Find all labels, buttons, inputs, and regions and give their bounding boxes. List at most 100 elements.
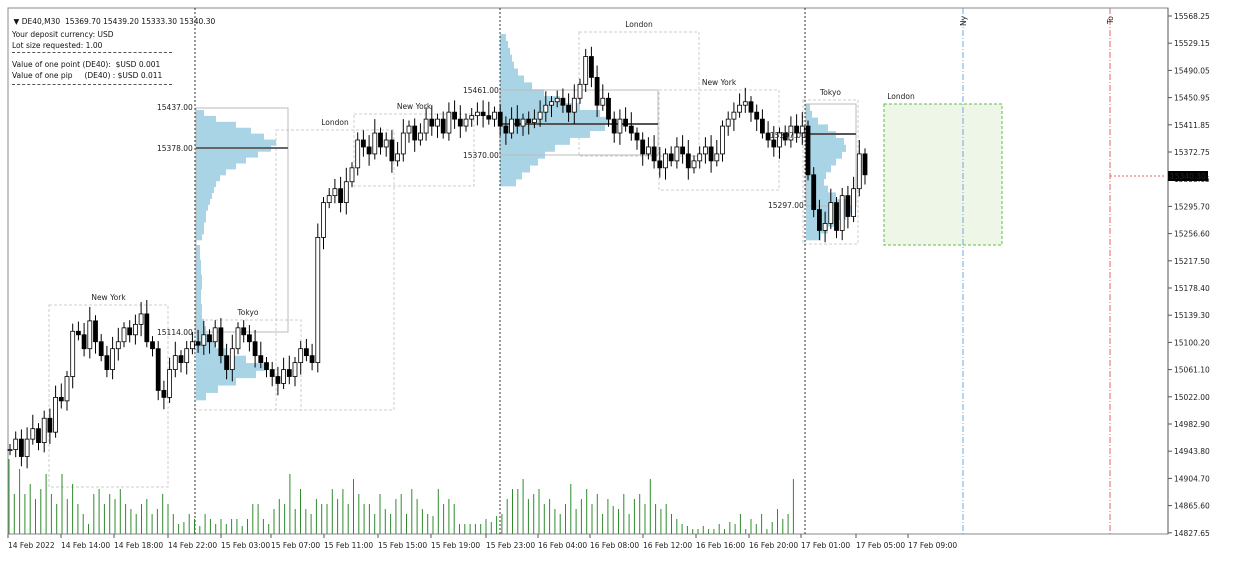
bullish-candle[interactable] <box>435 118 440 127</box>
bearish-candle[interactable] <box>252 341 258 357</box>
bullish-candle[interactable] <box>189 341 195 350</box>
bullish-candle[interactable] <box>349 167 355 183</box>
bearish-candle[interactable] <box>195 341 201 346</box>
bearish-candle[interactable] <box>480 111 486 117</box>
bearish-candle[interactable] <box>503 125 509 134</box>
bullish-candle[interactable] <box>167 369 173 398</box>
bullish-candle[interactable] <box>406 125 412 134</box>
bullish-candle[interactable] <box>30 428 36 440</box>
bullish-candle[interactable] <box>856 153 862 190</box>
bullish-candle[interactable] <box>343 181 349 204</box>
bearish-candle[interactable] <box>338 188 344 204</box>
bullish-candle[interactable] <box>492 111 497 120</box>
bullish-candle[interactable] <box>703 146 708 155</box>
bullish-candle[interactable] <box>383 139 389 148</box>
bearish-candle[interactable] <box>81 334 87 350</box>
bearish-candle[interactable] <box>651 146 657 162</box>
bearish-candle[interactable] <box>224 355 230 370</box>
bullish-candle[interactable] <box>571 97 577 113</box>
bearish-candle[interactable] <box>366 146 372 155</box>
bearish-candle[interactable] <box>161 390 167 398</box>
bearish-candle[interactable] <box>93 320 98 343</box>
bullish-candle[interactable] <box>720 125 725 155</box>
bearish-candle[interactable] <box>805 125 811 176</box>
bullish-candle[interactable] <box>292 362 298 377</box>
bullish-candle[interactable] <box>731 111 737 120</box>
bearish-candle[interactable] <box>58 396 64 402</box>
bearish-candle[interactable] <box>657 160 663 169</box>
bullish-candle[interactable] <box>469 115 475 120</box>
bearish-candle[interactable] <box>36 428 41 444</box>
bullish-candle[interactable] <box>446 111 452 134</box>
bearish-candle[interactable] <box>628 125 634 134</box>
bearish-candle[interactable] <box>606 97 611 120</box>
bearish-candle[interactable] <box>668 153 674 162</box>
bearish-candle[interactable] <box>526 118 532 124</box>
bullish-candle[interactable] <box>326 195 332 204</box>
bullish-candle[interactable] <box>549 101 554 106</box>
bullish-candle[interactable] <box>7 449 13 451</box>
bearish-candle[interactable] <box>514 118 520 127</box>
bullish-candle[interactable] <box>184 348 190 364</box>
bullish-candle[interactable] <box>463 118 469 127</box>
bullish-candle[interactable] <box>828 202 834 224</box>
bullish-candle[interactable] <box>281 369 287 384</box>
bullish-candle[interactable] <box>423 118 429 134</box>
bearish-candle[interactable] <box>47 417 53 433</box>
bearish-candle[interactable] <box>241 327 247 336</box>
bullish-candle[interactable] <box>474 111 480 117</box>
bullish-candle[interactable] <box>520 118 526 127</box>
bearish-candle[interactable] <box>178 355 184 364</box>
bearish-candle[interactable] <box>303 348 309 357</box>
bearish-candle[interactable] <box>771 139 777 148</box>
bullish-candle[interactable] <box>674 146 680 162</box>
bearish-candle[interactable] <box>269 369 275 377</box>
bearish-candle[interactable] <box>817 209 822 231</box>
dropdown-triangle-icon[interactable]: ▼ <box>13 17 22 26</box>
bullish-candle[interactable] <box>229 348 235 370</box>
bearish-candle[interactable] <box>207 334 212 343</box>
bullish-candle[interactable] <box>395 153 401 162</box>
bearish-candle[interactable] <box>218 327 224 357</box>
bearish-candle[interactable] <box>834 202 839 231</box>
bullish-candle[interactable] <box>24 438 30 457</box>
bullish-candle[interactable] <box>777 132 782 148</box>
bullish-candle[interactable] <box>691 160 697 169</box>
bearish-candle[interactable] <box>566 104 571 113</box>
bearish-candle[interactable] <box>378 132 383 148</box>
bullish-candle[interactable] <box>235 327 241 350</box>
bullish-candle[interactable] <box>321 202 326 238</box>
bearish-candle[interactable] <box>429 118 435 127</box>
bearish-candle[interactable] <box>486 115 492 120</box>
bullish-candle[interactable] <box>201 334 207 346</box>
bullish-candle[interactable] <box>543 104 549 113</box>
bearish-candle[interactable] <box>104 355 110 370</box>
bullish-candle[interactable] <box>87 320 93 350</box>
bullish-candle[interactable] <box>138 313 144 325</box>
bearish-candle[interactable] <box>275 376 281 384</box>
bullish-candle[interactable] <box>788 125 794 141</box>
bullish-candle[interactable] <box>315 236 321 364</box>
bearish-candle[interactable] <box>765 132 771 141</box>
bullish-candle[interactable] <box>41 417 47 444</box>
bullish-candle[interactable] <box>400 132 406 155</box>
bullish-candle[interactable] <box>355 139 361 169</box>
bearish-candle[interactable] <box>412 125 418 141</box>
bullish-candle[interactable] <box>617 118 623 134</box>
bearish-candle[interactable] <box>685 153 691 169</box>
bullish-candle[interactable] <box>583 56 589 85</box>
bullish-candle[interactable] <box>509 118 515 134</box>
bearish-candle[interactable] <box>246 334 252 343</box>
bullish-candle[interactable] <box>13 438 19 450</box>
bullish-candle[interactable] <box>332 188 338 197</box>
bearish-candle[interactable] <box>708 146 714 162</box>
bullish-candle[interactable] <box>554 97 560 103</box>
bullish-candle[interactable] <box>372 132 378 155</box>
bullish-candle[interactable] <box>212 327 218 343</box>
bearish-candle[interactable] <box>452 111 458 120</box>
bearish-candle[interactable] <box>611 118 617 134</box>
bearish-candle[interactable] <box>264 362 269 370</box>
bearish-candle[interactable] <box>634 132 640 141</box>
bearish-candle[interactable] <box>144 313 150 343</box>
